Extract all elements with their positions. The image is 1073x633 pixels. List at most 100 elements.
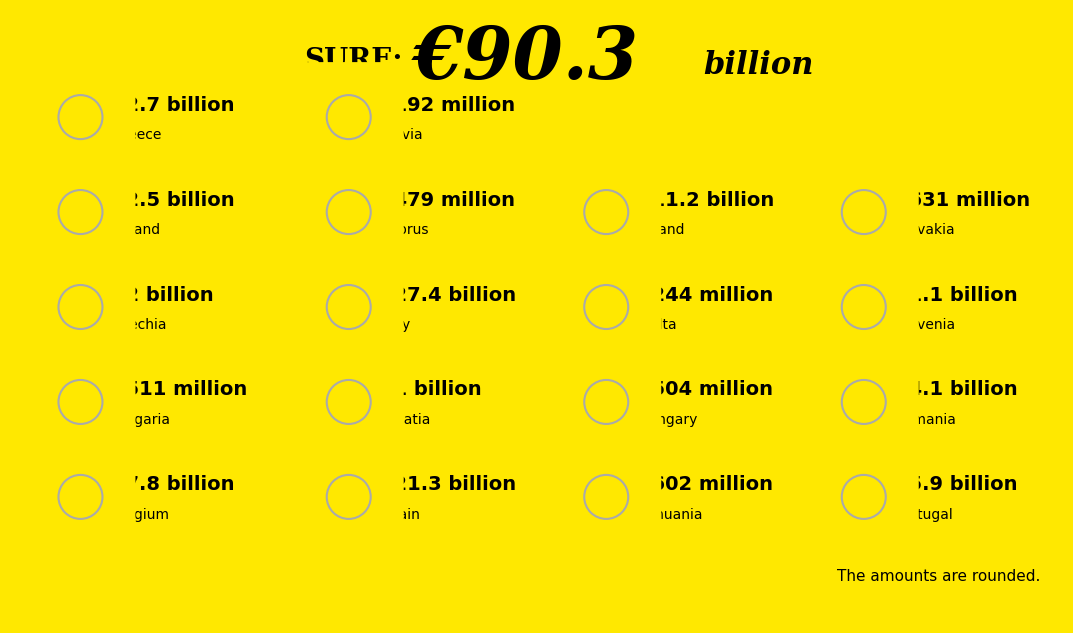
Bar bbox=[334, 196, 364, 197]
Text: €90.3: €90.3 bbox=[413, 23, 640, 94]
Text: Slovakia: Slovakia bbox=[896, 223, 954, 237]
Text: Cyprus: Cyprus bbox=[381, 223, 429, 237]
Text: €631 million: €631 million bbox=[896, 191, 1031, 210]
PathPatch shape bbox=[809, 157, 918, 267]
Bar bbox=[327, 217, 370, 218]
Bar bbox=[334, 227, 364, 228]
Circle shape bbox=[326, 285, 371, 329]
Circle shape bbox=[841, 475, 886, 519]
Circle shape bbox=[58, 475, 103, 519]
Circle shape bbox=[584, 475, 629, 519]
Text: €5.9 billion: €5.9 billion bbox=[896, 475, 1018, 494]
Text: €504 million: €504 million bbox=[638, 380, 774, 399]
Text: €602 million: €602 million bbox=[638, 475, 774, 494]
Bar bbox=[338, 231, 359, 232]
Text: €1.1 billion: €1.1 billion bbox=[896, 285, 1018, 304]
Bar bbox=[337, 193, 361, 194]
Text: Malta: Malta bbox=[638, 318, 677, 332]
Circle shape bbox=[58, 190, 103, 234]
PathPatch shape bbox=[552, 347, 661, 457]
Bar bbox=[328, 219, 369, 220]
Ellipse shape bbox=[337, 204, 361, 216]
Circle shape bbox=[58, 95, 103, 139]
Bar bbox=[342, 232, 355, 234]
Text: €479 million: €479 million bbox=[381, 191, 516, 210]
PathPatch shape bbox=[26, 252, 135, 362]
Bar bbox=[335, 194, 363, 195]
Bar bbox=[332, 198, 366, 199]
Bar bbox=[329, 222, 368, 223]
Bar bbox=[327, 214, 370, 215]
Circle shape bbox=[326, 475, 371, 519]
Bar bbox=[334, 195, 364, 196]
Bar bbox=[329, 202, 368, 203]
Text: The amounts are rounded.: The amounts are rounded. bbox=[837, 568, 1041, 584]
Bar bbox=[328, 204, 369, 205]
Bar bbox=[329, 201, 368, 202]
Bar bbox=[332, 226, 366, 227]
PathPatch shape bbox=[552, 442, 661, 552]
Circle shape bbox=[584, 380, 629, 424]
Text: Bulgaria: Bulgaria bbox=[113, 413, 171, 427]
Circle shape bbox=[58, 380, 103, 424]
Bar bbox=[328, 221, 369, 222]
PathPatch shape bbox=[26, 62, 135, 172]
Text: Greece: Greece bbox=[113, 128, 162, 142]
PathPatch shape bbox=[294, 252, 403, 362]
Text: SURE:: SURE: bbox=[304, 46, 402, 73]
Text: Poland: Poland bbox=[638, 223, 685, 237]
PathPatch shape bbox=[552, 157, 661, 267]
Polygon shape bbox=[58, 285, 80, 329]
Circle shape bbox=[865, 311, 868, 314]
Text: Croatia: Croatia bbox=[381, 413, 431, 427]
Bar bbox=[334, 228, 364, 229]
PathPatch shape bbox=[26, 442, 135, 552]
Text: Belgium: Belgium bbox=[113, 508, 170, 522]
PathPatch shape bbox=[809, 252, 918, 362]
Bar bbox=[344, 190, 353, 191]
Text: €192 million: €192 million bbox=[381, 96, 516, 115]
Bar bbox=[330, 199, 367, 200]
Bar bbox=[330, 224, 367, 225]
Bar bbox=[327, 207, 370, 208]
Bar bbox=[327, 216, 370, 217]
PathPatch shape bbox=[26, 157, 135, 267]
Circle shape bbox=[58, 285, 103, 329]
Circle shape bbox=[859, 311, 863, 314]
Text: €244 million: €244 million bbox=[638, 285, 774, 304]
Text: €21.3 billion: €21.3 billion bbox=[381, 475, 517, 494]
Text: Italy: Italy bbox=[381, 318, 411, 332]
Bar bbox=[327, 218, 370, 219]
Bar bbox=[328, 220, 369, 221]
Bar bbox=[327, 206, 370, 207]
Bar bbox=[327, 208, 370, 209]
Bar bbox=[332, 225, 366, 226]
Text: Latvia: Latvia bbox=[381, 128, 424, 142]
Polygon shape bbox=[58, 285, 80, 329]
Bar bbox=[327, 210, 370, 211]
Circle shape bbox=[854, 492, 864, 502]
PathPatch shape bbox=[294, 442, 403, 552]
Bar bbox=[338, 192, 359, 193]
Text: €2 billion: €2 billion bbox=[113, 285, 215, 304]
Bar bbox=[327, 209, 370, 210]
PathPatch shape bbox=[26, 347, 135, 457]
Circle shape bbox=[326, 190, 371, 234]
Bar bbox=[327, 215, 370, 216]
Text: Portugal: Portugal bbox=[896, 508, 954, 522]
Text: Slovenia: Slovenia bbox=[896, 318, 955, 332]
Bar bbox=[342, 191, 355, 192]
Bar bbox=[335, 229, 363, 230]
Bar bbox=[330, 223, 367, 224]
PathPatch shape bbox=[809, 347, 918, 457]
Bar bbox=[327, 205, 370, 206]
Bar bbox=[326, 211, 371, 213]
Circle shape bbox=[841, 190, 886, 234]
Bar bbox=[332, 197, 366, 198]
PathPatch shape bbox=[294, 62, 403, 172]
Text: €1 billion: €1 billion bbox=[381, 380, 483, 399]
Text: Hungary: Hungary bbox=[638, 413, 697, 427]
Text: Lithuania: Lithuania bbox=[638, 508, 703, 522]
Text: €511 million: €511 million bbox=[113, 380, 248, 399]
Circle shape bbox=[326, 380, 371, 424]
